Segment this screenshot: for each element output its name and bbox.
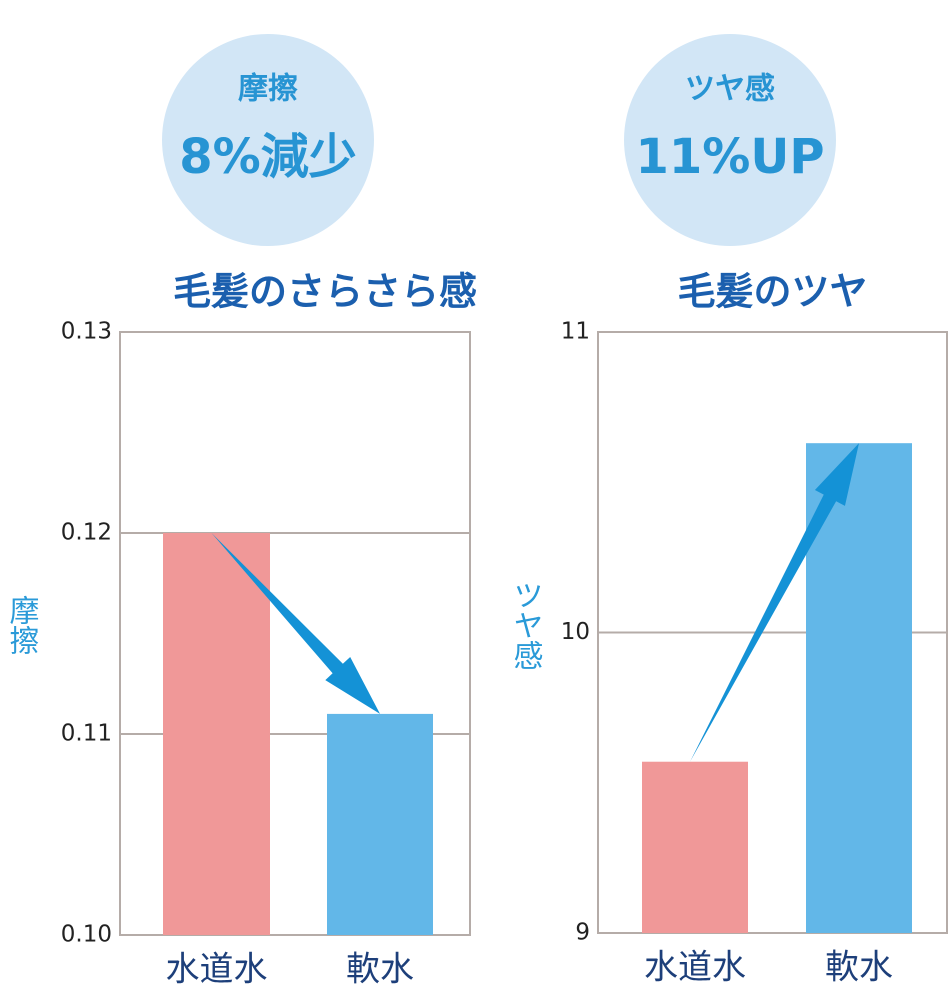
y-tick-label: 0.11 <box>61 721 112 747</box>
bar <box>327 713 433 935</box>
bar <box>806 443 912 933</box>
chart-title: 毛髪のツヤ <box>677 270 867 314</box>
badge-label: ツヤ感 <box>685 72 775 107</box>
badge-headline: 8%減少 <box>179 129 357 185</box>
trend-arrow <box>211 533 380 714</box>
bar <box>642 761 748 933</box>
badge <box>162 34 374 246</box>
bar <box>163 533 270 935</box>
y-tick-label: 0.10 <box>61 922 112 948</box>
badge-label: 摩擦 <box>238 72 298 107</box>
y-tick-label: 0.12 <box>61 520 112 546</box>
y-tick-label: 11 <box>561 319 590 345</box>
x-tick-label: 水道水 <box>644 948 746 988</box>
x-tick-label: 軟水 <box>346 950 414 988</box>
x-tick-label: 水道水 <box>166 950 268 988</box>
y-tick-label: 9 <box>575 920 590 946</box>
x-tick-label: 軟水 <box>825 948 893 988</box>
chart-title: 毛髪のさらさら感 <box>173 270 477 314</box>
y-axis-label: 摩擦 <box>4 595 40 655</box>
trend-arrow <box>690 443 859 762</box>
badge <box>624 34 836 246</box>
y-tick-label: 10 <box>561 619 590 645</box>
badge-headline: 11%UP <box>635 129 824 185</box>
y-axis-label: ツヤ感 <box>508 580 543 670</box>
y-tick-label: 0.13 <box>61 319 112 345</box>
